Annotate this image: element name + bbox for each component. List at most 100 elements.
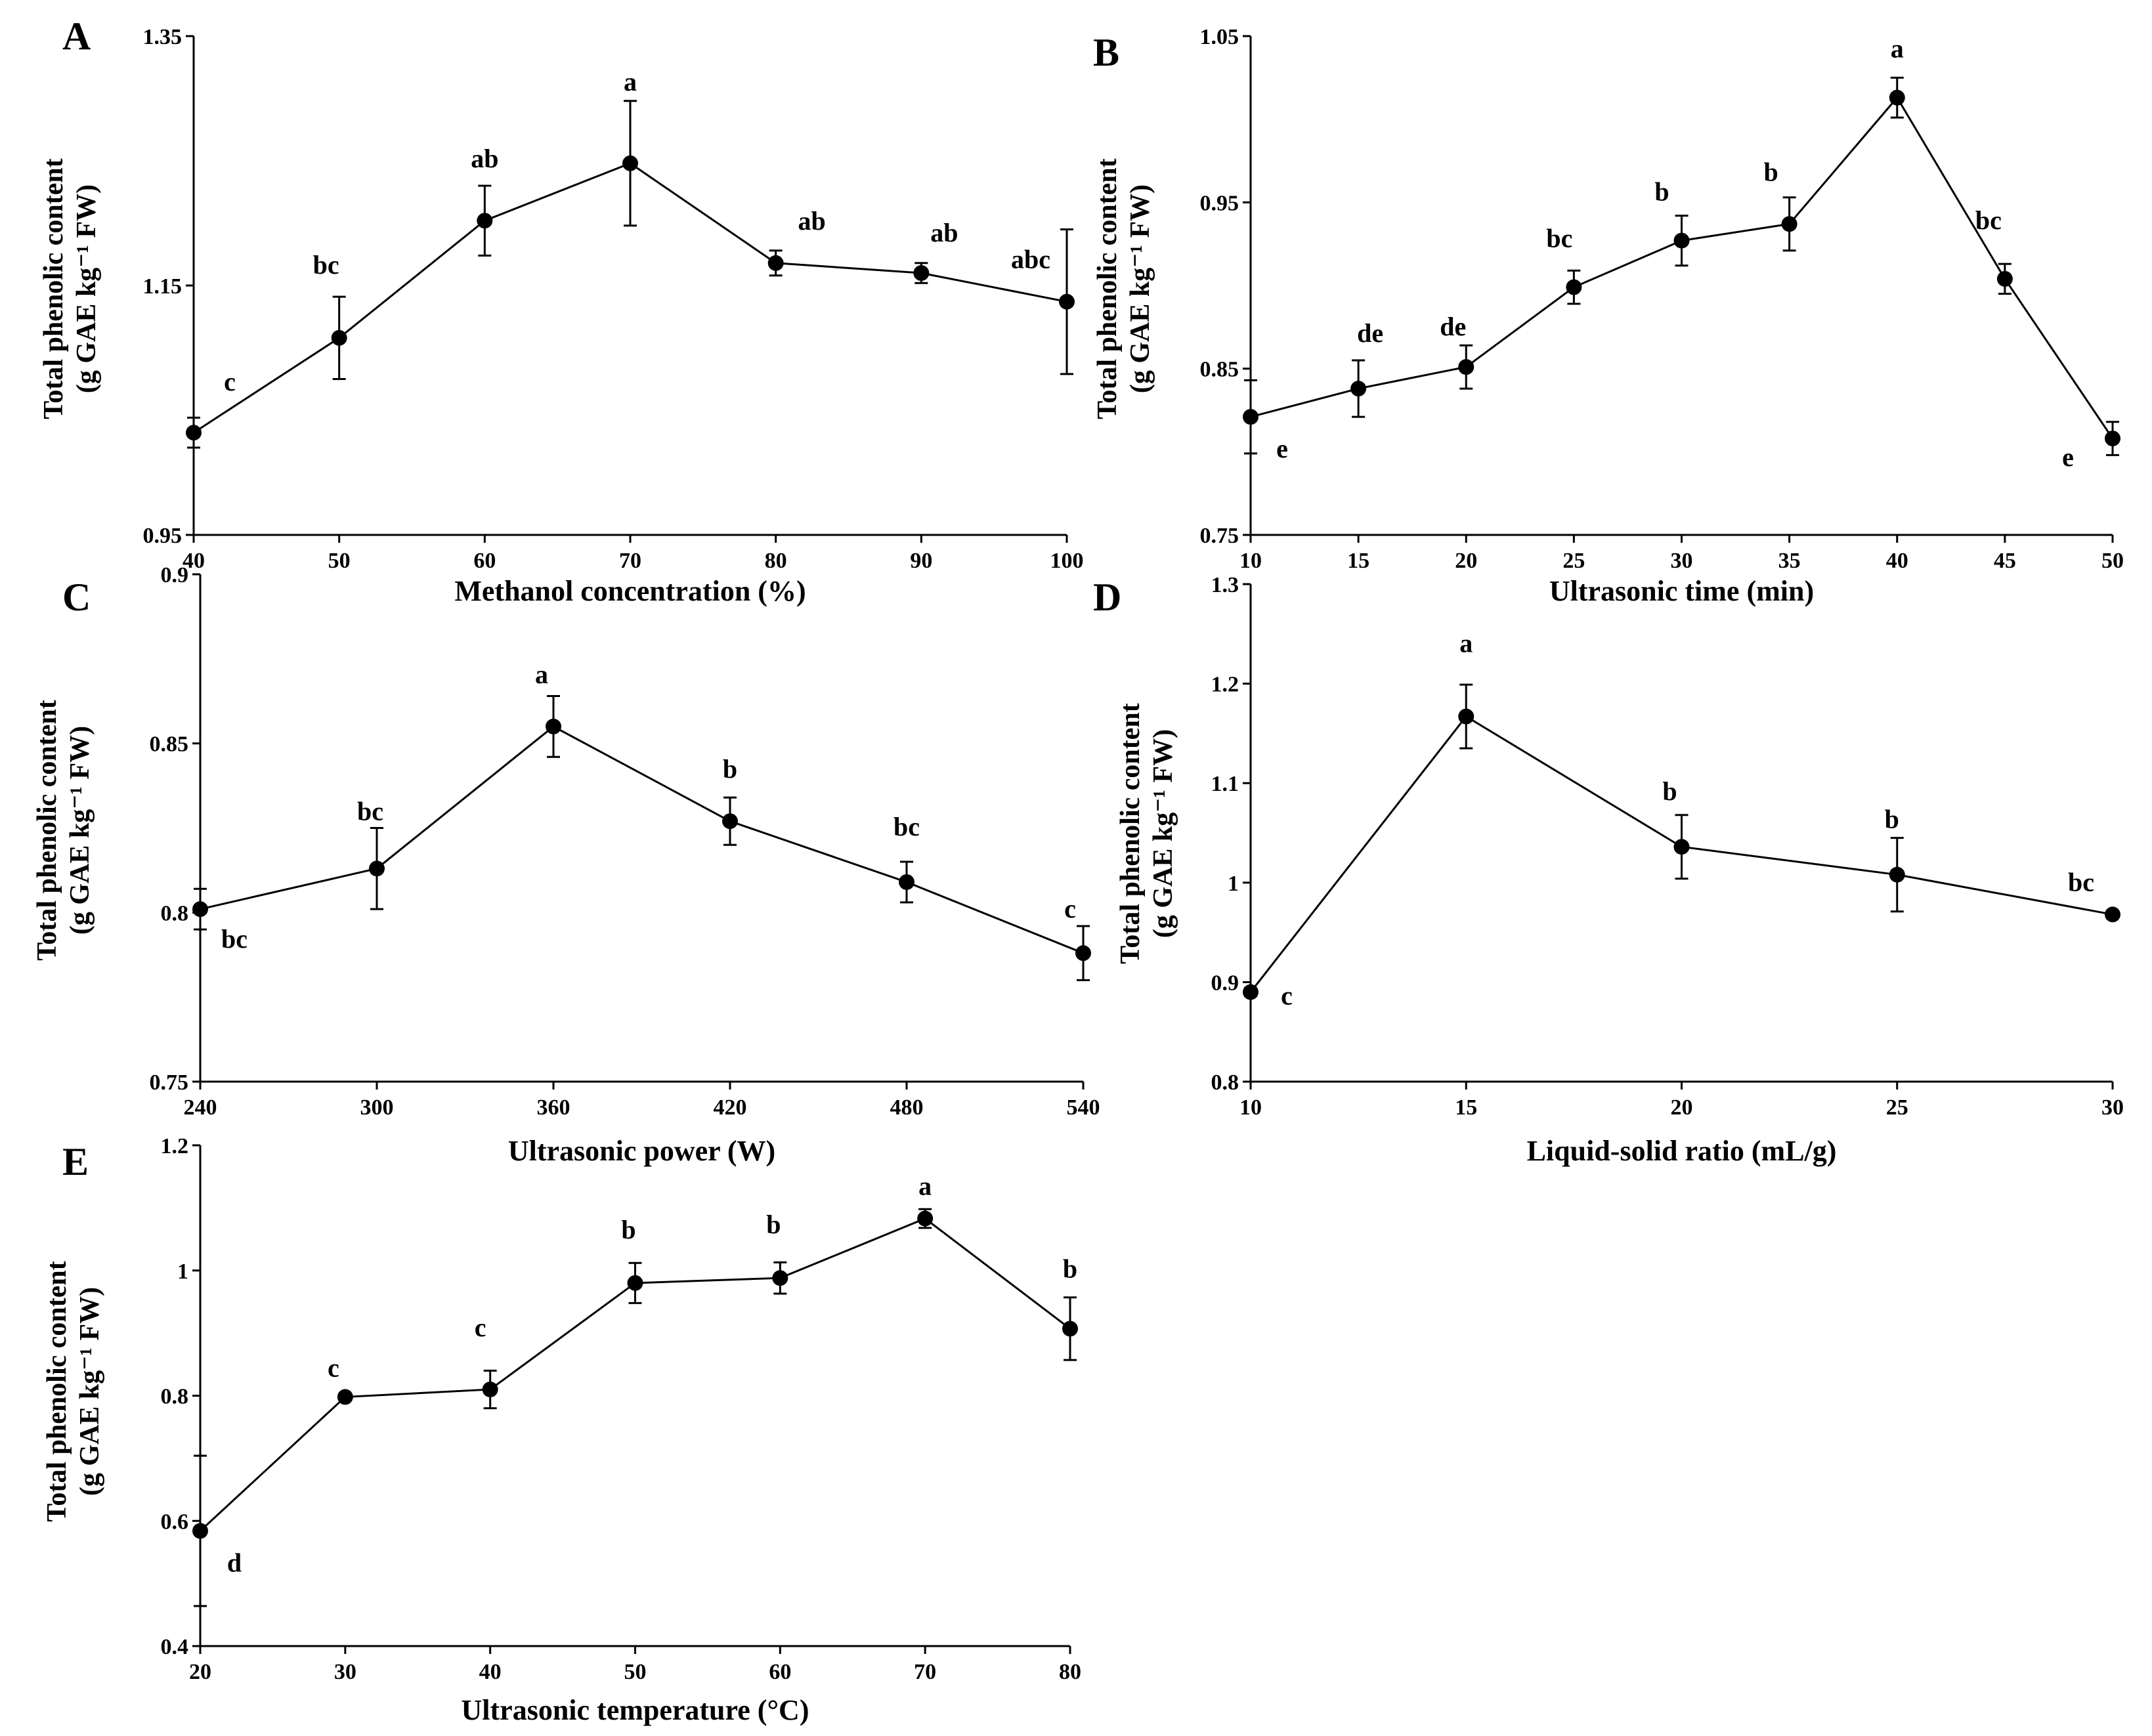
data-point	[772, 1270, 788, 1286]
x-tick-label: 70	[914, 1660, 936, 1684]
data-point	[1458, 708, 1474, 725]
significance-label: c	[1064, 894, 1076, 923]
data-point	[1075, 945, 1091, 962]
x-tick-label: 30	[334, 1660, 356, 1684]
data-point	[622, 155, 638, 171]
y-tick-label: 0.75	[1200, 524, 1239, 548]
x-tick-label: 10	[1239, 549, 1262, 573]
y-tick-label: 0.85	[150, 732, 189, 757]
significance-label: ab	[471, 144, 498, 173]
x-tick-label: 40	[1886, 549, 1908, 573]
data-point	[1243, 409, 1259, 425]
x-tick-label: 40	[479, 1660, 502, 1684]
x-tick-label: 60	[473, 549, 496, 573]
significance-label: bc	[893, 812, 920, 841]
y-axis-title-line-2: (g GAE kg⁻¹ FW)	[65, 726, 95, 935]
x-tick-label: 80	[1059, 1660, 1081, 1684]
data-point	[767, 255, 784, 271]
y-tick-label: 0.6	[161, 1510, 189, 1534]
y-tick-label: 1.2	[1211, 673, 1239, 697]
y-tick-label: 0.9	[161, 563, 189, 587]
x-tick-label: 45	[1994, 549, 2016, 573]
panel-e: E 0.4 0.6 0.8 1 1.2 20 30 40 50 60 70 80 Ultrasonic t…	[42, 1134, 1081, 1726]
series-line	[200, 725, 1084, 954]
y-tick-label: 0.8	[161, 901, 189, 925]
data-point	[917, 1210, 934, 1227]
data-point	[192, 1523, 208, 1539]
data-point	[369, 860, 385, 877]
x-tick-label: 35	[1778, 549, 1801, 573]
data-point	[477, 213, 493, 229]
significance-label: e	[1276, 434, 1288, 463]
y-tick-label: 0.85	[1200, 358, 1239, 382]
significance-label: b	[1885, 805, 1899, 834]
y-axis-title-line-1: Total phenolic content	[1115, 703, 1146, 963]
panel-letter: D	[1093, 576, 1121, 619]
y-tick-label: 0.95	[143, 524, 183, 548]
data-point	[627, 1275, 643, 1291]
x-tick-label: 25	[1886, 1095, 1908, 1120]
significance-label: e	[2062, 442, 2074, 472]
significance-label: bc	[221, 924, 247, 954]
x-tick-label: 360	[537, 1095, 570, 1120]
data-point	[546, 718, 561, 734]
y-axis-title-line-2: (g GAE kg⁻¹ FW)	[1125, 184, 1155, 393]
significance-label: bc	[313, 250, 339, 280]
x-tick-label: 15	[1455, 1095, 1477, 1120]
data-point	[192, 901, 208, 918]
x-tick-label: 10	[1239, 1095, 1262, 1120]
significance-label: d	[227, 1548, 242, 1578]
x-tick-label: 30	[2101, 1095, 2124, 1120]
y-tick-label: 1.05	[1200, 25, 1239, 49]
x-tick-label: 20	[1671, 1095, 1693, 1120]
y-tick-label: 1.1	[1211, 772, 1239, 796]
x-tick-label: 540	[1067, 1095, 1100, 1120]
y-axis-title: Total phenolic content(g GAE kg⁻¹ FW)	[1092, 158, 1155, 419]
x-tick-label: 50	[624, 1660, 647, 1684]
y-axis-title-line-2: (g GAE kg⁻¹ FW)	[72, 184, 102, 393]
y-tick-label: 1.15	[143, 274, 183, 299]
data-point	[1350, 381, 1367, 397]
data-point	[1458, 359, 1474, 375]
x-tick-label: 70	[619, 549, 641, 573]
significance-label: b	[1764, 157, 1778, 186]
significance-label: bc	[2068, 867, 2094, 897]
data-point	[1673, 839, 1690, 855]
panel-letter: E	[62, 1140, 89, 1183]
significance-label: abc	[1011, 245, 1050, 274]
y-tick-label: 0.8	[161, 1385, 189, 1409]
x-tick-label: 15	[1347, 549, 1369, 573]
y-axis-title-line-1: Total phenolic content	[32, 700, 62, 960]
x-axis-title: Liquid-solid ratio (mL/g)	[1527, 1135, 1837, 1167]
x-tick-label: 60	[769, 1660, 791, 1684]
y-axis-title-line-2: (g GAE kg⁻¹ FW)	[1148, 729, 1178, 938]
x-tick-label: 240	[184, 1095, 217, 1120]
y-axis-title-line-2: (g GAE kg⁻¹ FW)	[75, 1287, 105, 1496]
y-axis-title-line-1: Total phenolic content	[42, 1261, 72, 1521]
data-point	[1059, 293, 1075, 310]
data-point	[1062, 1321, 1078, 1337]
y-axis-title-line-1: Total phenolic content	[1092, 158, 1123, 419]
y-tick-label: 1.35	[143, 25, 183, 49]
panel-letter: C	[62, 576, 91, 619]
y-axis-title: Total phenolic content(g GAE kg⁻¹ FW)	[1115, 703, 1178, 963]
panel-d: D 0.8 0.9 1 1.1 1.2 1.3 10 15 20 25 30 Liquid-solid …	[1093, 573, 2124, 1167]
data-point	[331, 329, 347, 346]
significance-label: b	[1063, 1254, 1077, 1283]
x-tick-label: 20	[1455, 549, 1477, 573]
x-tick-label: 300	[360, 1095, 394, 1120]
x-axis-title: Ultrasonic time (min)	[1549, 575, 1814, 607]
significance-label: a	[1459, 629, 1473, 658]
x-tick-label: 80	[765, 549, 787, 573]
significance-label: c	[328, 1353, 339, 1382]
significance-label: c	[224, 367, 236, 396]
x-tick-label: 25	[1562, 549, 1585, 573]
significance-label: b	[1662, 776, 1677, 806]
x-tick-label: 90	[910, 549, 932, 573]
x-tick-label: 30	[1671, 549, 1693, 573]
x-tick-label: 480	[890, 1095, 924, 1120]
x-tick-label: 20	[189, 1660, 211, 1684]
y-axis-title: Total phenolic content(g GAE kg⁻¹ FW)	[32, 700, 95, 960]
data-point	[1889, 89, 1905, 106]
significance-label: de	[1357, 318, 1383, 348]
